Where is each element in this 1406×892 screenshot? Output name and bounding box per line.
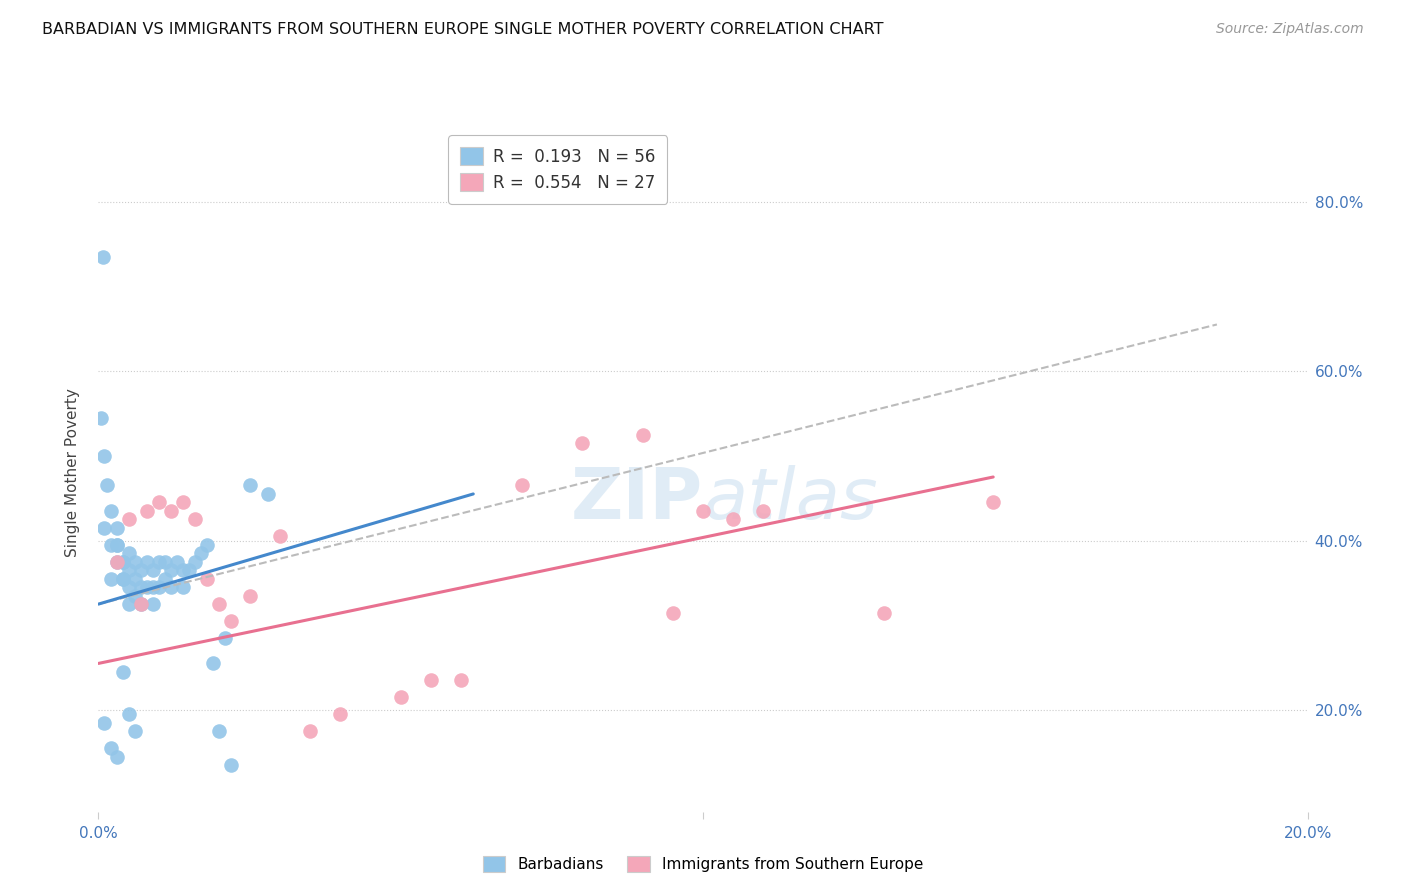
Point xyxy=(124,724,146,739)
Point xyxy=(662,606,685,620)
Point xyxy=(93,521,115,535)
Point xyxy=(148,555,170,569)
Point xyxy=(172,563,194,577)
Point xyxy=(160,563,183,577)
Point xyxy=(96,478,118,492)
Point xyxy=(450,673,472,688)
Point xyxy=(873,606,896,620)
Point xyxy=(389,690,412,705)
Point xyxy=(153,572,176,586)
Text: Source: ZipAtlas.com: Source: ZipAtlas.com xyxy=(1216,22,1364,37)
Point xyxy=(299,724,322,739)
Point xyxy=(256,487,278,501)
Point xyxy=(129,563,152,577)
Point xyxy=(105,538,128,552)
Point xyxy=(111,572,134,586)
Point xyxy=(118,512,141,526)
Point xyxy=(118,707,141,722)
Point xyxy=(631,427,654,442)
Point xyxy=(100,741,122,756)
Point xyxy=(111,572,134,586)
Point xyxy=(105,521,128,535)
Point xyxy=(571,436,593,450)
Text: atlas: atlas xyxy=(703,466,877,534)
Legend: R =  0.193   N = 56, R =  0.554   N = 27: R = 0.193 N = 56, R = 0.554 N = 27 xyxy=(449,136,668,203)
Point xyxy=(124,589,146,603)
Legend: Barbadians, Immigrants from Southern Europe: Barbadians, Immigrants from Southern Eur… xyxy=(475,848,931,880)
Point xyxy=(172,495,194,509)
Point xyxy=(100,538,122,552)
Point xyxy=(160,580,183,594)
Point xyxy=(221,758,243,772)
Point xyxy=(90,410,112,425)
Point xyxy=(510,478,533,492)
Point xyxy=(153,555,176,569)
Point xyxy=(172,580,194,594)
Point xyxy=(118,597,141,611)
Text: BARBADIAN VS IMMIGRANTS FROM SOUTHERN EUROPE SINGLE MOTHER POVERTY CORRELATION C: BARBADIAN VS IMMIGRANTS FROM SOUTHERN EU… xyxy=(42,22,884,37)
Point xyxy=(239,589,262,603)
Point xyxy=(105,749,128,764)
Point xyxy=(190,546,212,560)
Point xyxy=(118,546,141,560)
Text: ZIP: ZIP xyxy=(571,466,703,534)
Point xyxy=(202,657,225,671)
Point xyxy=(129,580,152,594)
Point xyxy=(135,580,157,594)
Point xyxy=(752,504,775,518)
Point xyxy=(148,495,170,509)
Y-axis label: Single Mother Poverty: Single Mother Poverty xyxy=(65,388,80,558)
Point xyxy=(239,478,262,492)
Point xyxy=(100,572,122,586)
Point xyxy=(124,555,146,569)
Point xyxy=(111,555,134,569)
Point xyxy=(100,504,122,518)
Point xyxy=(195,572,218,586)
Point xyxy=(208,724,231,739)
Point xyxy=(93,449,115,463)
Point xyxy=(105,555,128,569)
Point xyxy=(129,597,152,611)
Point xyxy=(221,614,243,628)
Point xyxy=(269,529,291,543)
Point xyxy=(111,555,134,569)
Point xyxy=(142,597,165,611)
Point xyxy=(129,597,152,611)
Point xyxy=(142,580,165,594)
Point xyxy=(692,504,714,518)
Point xyxy=(91,250,114,264)
Point xyxy=(160,504,183,518)
Point xyxy=(105,538,128,552)
Point xyxy=(118,563,141,577)
Point xyxy=(723,512,745,526)
Point xyxy=(135,504,157,518)
Point xyxy=(124,572,146,586)
Point xyxy=(105,555,128,569)
Point xyxy=(135,555,157,569)
Point xyxy=(208,597,231,611)
Point xyxy=(179,563,201,577)
Point xyxy=(195,538,218,552)
Point xyxy=(166,555,188,569)
Point xyxy=(118,580,141,594)
Point xyxy=(214,631,236,645)
Point xyxy=(184,555,207,569)
Point xyxy=(184,512,207,526)
Point xyxy=(981,495,1004,509)
Point xyxy=(142,563,165,577)
Point xyxy=(148,580,170,594)
Point xyxy=(111,665,134,679)
Point xyxy=(420,673,443,688)
Point xyxy=(93,715,115,730)
Point xyxy=(329,707,352,722)
